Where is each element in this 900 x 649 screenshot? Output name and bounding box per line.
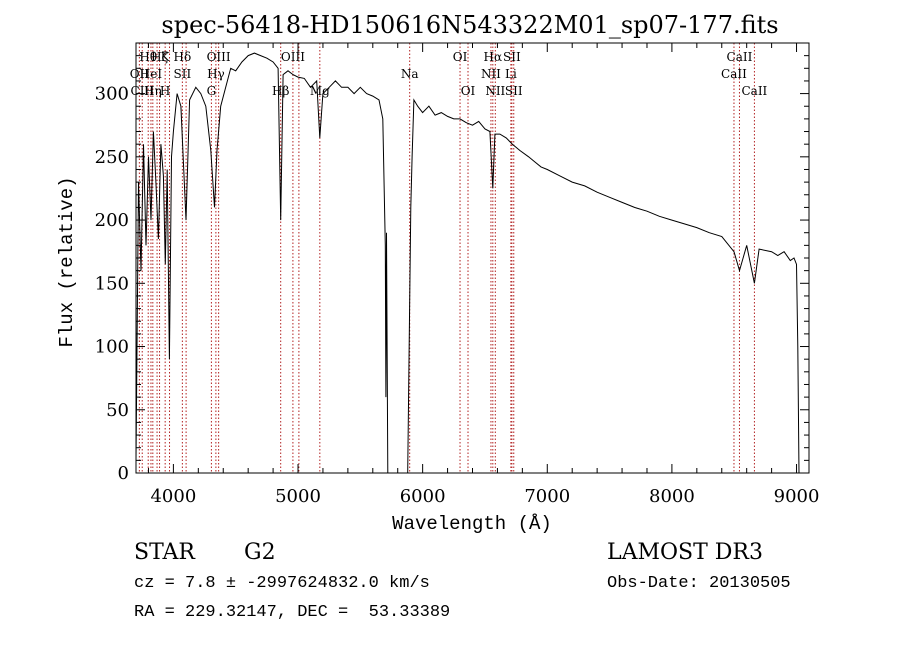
- redshift-line: cz = 7.8 ± -2997624832.0 km/s: [134, 574, 430, 593]
- line-marker-label: Mg: [310, 84, 330, 98]
- y-axis: 0 50 100 150 200 250 300: [95, 55, 809, 484]
- line-marker-label: SII: [505, 84, 523, 98]
- line-marker-label: HeI: [140, 67, 163, 81]
- line-marker-labels: OIICIIIHθHeIHηHζKHHδSIIGHγOIIIHβOIIIMgNa…: [130, 50, 768, 98]
- x-tick-label: 7000: [524, 486, 570, 507]
- line-marker-label: CaII: [721, 67, 747, 81]
- y-tick-label: 300: [95, 84, 129, 105]
- observation-date: Obs-Date: 20130505: [607, 574, 791, 593]
- plot-frame: [135, 42, 810, 474]
- line-marker-label: Hζ: [151, 50, 168, 64]
- line-marker-label: CaII: [727, 50, 753, 64]
- line-marker-label: OIII: [281, 50, 305, 64]
- chart-title: spec-56418-HD150616N543322M01_sp07-177.f…: [161, 11, 778, 39]
- line-marker-label: K: [161, 50, 171, 64]
- line-marker-label: OI: [461, 84, 476, 98]
- line-marker-label: Hγ: [207, 67, 225, 81]
- line-marker-label: H: [160, 84, 170, 98]
- x-tick-label: 4000: [150, 486, 196, 507]
- x-tick-label: 9000: [774, 486, 820, 507]
- y-tick-label: 200: [95, 210, 129, 231]
- line-marker-label: Hθ: [139, 50, 157, 64]
- line-marker-label: Hα: [484, 50, 503, 64]
- line-marker-label: NII: [481, 67, 501, 81]
- x-axis-label: Wavelength (Å): [392, 513, 552, 535]
- x-tick-label: 6000: [400, 486, 446, 507]
- y-tick-label: 250: [95, 147, 129, 168]
- y-tick-label: 100: [95, 337, 129, 358]
- y-axis-label: Flux (relative): [56, 176, 78, 347]
- line-marker-label: SII: [503, 50, 521, 64]
- line-marker-label: OIII: [207, 50, 231, 64]
- line-marker-label: SII: [174, 67, 192, 81]
- y-tick-label: 50: [106, 400, 129, 421]
- line-marker-label: Hβ: [272, 84, 289, 98]
- line-markers: [138, 43, 755, 473]
- line-marker-label: G: [207, 84, 217, 98]
- line-marker-label: OII: [130, 67, 150, 81]
- line-marker-label: Hη: [144, 84, 162, 98]
- x-axis: 4000 5000 6000 7000 8000 9000: [147, 43, 820, 507]
- coordinates: RA = 229.32147, DEC = 53.33389: [134, 603, 451, 622]
- y-tick-label: 150: [95, 273, 129, 294]
- line-marker-label: Hδ: [174, 50, 192, 64]
- y-tick-label: 0: [118, 463, 129, 484]
- survey-name: LAMOST DR3: [607, 540, 763, 565]
- object-class: STAR: [134, 540, 195, 565]
- line-marker-label: OI: [453, 50, 468, 64]
- object-subclass: G2: [244, 540, 276, 565]
- line-marker-label: Na: [401, 67, 419, 81]
- x-tick-label: 8000: [649, 486, 695, 507]
- line-marker-label: CaII: [741, 84, 767, 98]
- x-tick-label: 5000: [275, 486, 321, 507]
- line-marker-label: NII: [485, 84, 505, 98]
- spectrum-line: [135, 52, 800, 474]
- line-marker-label: Li: [505, 67, 517, 81]
